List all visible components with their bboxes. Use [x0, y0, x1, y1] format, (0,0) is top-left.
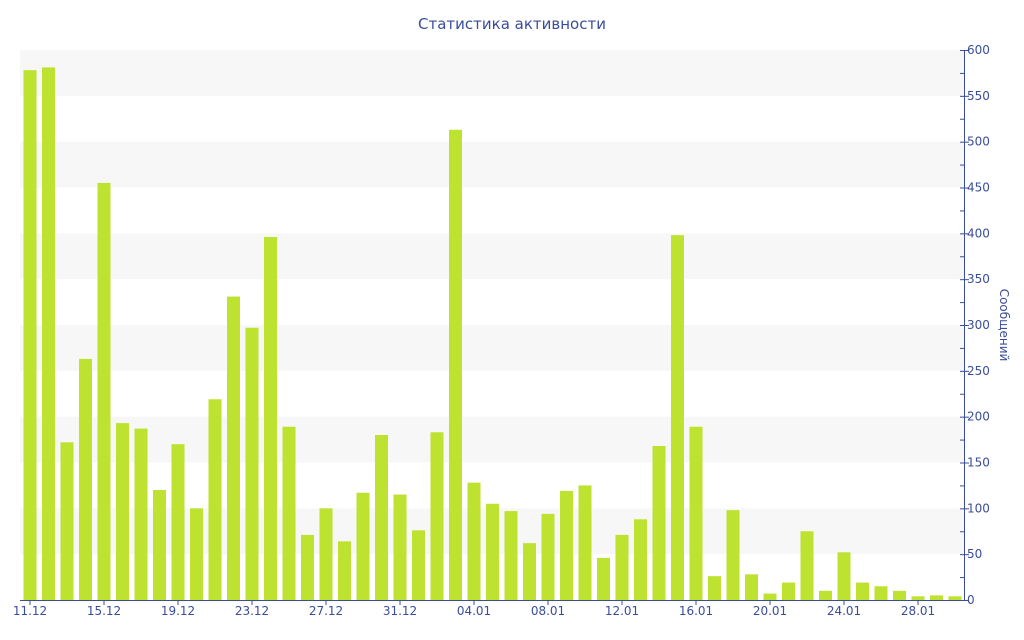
- bar-24.01: [837, 552, 851, 600]
- y-tick-label: 150: [967, 456, 990, 470]
- bar-23.12: [245, 327, 259, 600]
- bar-29.01: [930, 595, 943, 600]
- y-axis-label: Сообщений: [997, 289, 1011, 362]
- x-tick-label: 15.12: [87, 604, 121, 618]
- bar-31.12: [393, 494, 407, 600]
- bar-13.01: [634, 519, 647, 600]
- grid-band: [20, 233, 964, 280]
- bar-30.01: [948, 596, 962, 600]
- bar-17.12: [134, 428, 148, 600]
- y-tick-label: 600: [967, 43, 990, 57]
- x-tick-label: 11.12: [13, 604, 47, 618]
- grid-band: [20, 50, 964, 96]
- bar-07.01: [523, 543, 536, 600]
- grid-band: [20, 141, 964, 188]
- bar-21.12: [208, 399, 222, 600]
- x-tick-label: 12.01: [605, 604, 639, 618]
- x-tick-label: 08.01: [531, 604, 565, 618]
- y-tick-label: 500: [967, 135, 990, 149]
- bar-21.01: [782, 582, 795, 600]
- bar-11.12: [23, 70, 37, 600]
- bar-13.12: [60, 442, 74, 600]
- bar-29.12: [356, 492, 370, 600]
- bar-11.01: [597, 557, 610, 600]
- bar-06.01: [504, 511, 518, 600]
- bar-28.12: [338, 541, 351, 600]
- x-tick-label: 20.01: [753, 604, 787, 618]
- bar-02.01: [430, 432, 444, 600]
- y-tick-label: 100: [967, 501, 990, 515]
- bar-24.12: [264, 237, 277, 600]
- grid-band: [20, 416, 964, 463]
- y-tick-label: 550: [967, 89, 990, 103]
- y-tick-label: 200: [967, 410, 990, 424]
- x-tick-label: 31.12: [383, 604, 417, 618]
- bar-22.01: [800, 531, 814, 600]
- bar-18.01: [726, 510, 740, 600]
- bar-16.12: [116, 423, 129, 600]
- bar-10.01: [578, 485, 592, 600]
- chart-title: Статистика активности: [418, 15, 606, 33]
- x-tick-label: 04.01: [457, 604, 491, 618]
- bar-05.01: [486, 503, 499, 600]
- x-tick-label: 19.12: [161, 604, 195, 618]
- bar-20.12: [190, 508, 203, 600]
- bar-25.01: [856, 582, 869, 600]
- bar-23.01: [819, 590, 832, 600]
- bar-26.12: [301, 534, 314, 600]
- y-tick-label: 250: [967, 364, 990, 378]
- y-tick-label: 0: [967, 593, 975, 607]
- bar-22.12: [227, 296, 240, 600]
- y-tick-label: 300: [967, 318, 990, 332]
- bar-19.12: [171, 444, 185, 600]
- bar-18.12: [153, 490, 166, 600]
- bar-12.01: [615, 534, 629, 600]
- bar-01.01: [412, 530, 425, 600]
- grid-band: [20, 325, 964, 371]
- bar-30.12: [375, 435, 388, 600]
- bar-15.12: [97, 182, 111, 600]
- bar-27.12: [319, 508, 333, 600]
- bar-27.01: [893, 590, 906, 600]
- bar-25.12: [282, 426, 296, 600]
- bar-04.01: [467, 482, 481, 600]
- x-tick-label: 28.01: [901, 604, 935, 618]
- bar-14.01: [652, 446, 666, 600]
- y-tick-label: 350: [967, 272, 990, 286]
- y-tick-label: 400: [967, 226, 990, 240]
- y-tick-label: 450: [967, 181, 990, 195]
- x-tick-label: 23.12: [235, 604, 269, 618]
- bar-26.01: [874, 586, 888, 600]
- y-tick-label: 50: [967, 547, 982, 561]
- x-tick-label: 24.01: [827, 604, 861, 618]
- bar-08.01: [541, 513, 555, 600]
- bar-03.01: [449, 129, 462, 600]
- bar-20.01: [763, 593, 777, 600]
- x-tick-label: 16.01: [679, 604, 713, 618]
- bar-12.12: [42, 67, 55, 600]
- bar-17.01: [708, 576, 721, 600]
- bar-14.12: [79, 358, 92, 600]
- x-tick-label: 27.12: [309, 604, 343, 618]
- bar-19.01: [745, 574, 758, 600]
- bar-15.01: [671, 235, 684, 600]
- bar-16.01: [689, 426, 703, 600]
- bar-09.01: [560, 490, 573, 600]
- bar-28.01: [911, 596, 925, 600]
